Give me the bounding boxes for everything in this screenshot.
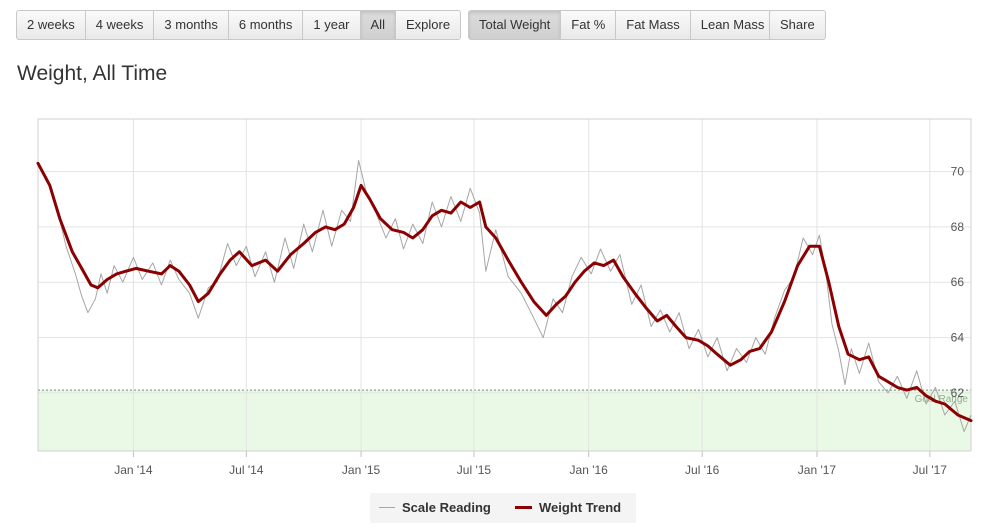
share-button[interactable]: Share [780, 17, 815, 32]
legend-item-weight-trend[interactable]: Weight Trend [515, 500, 621, 515]
y-tick-label: 70 [951, 165, 965, 179]
x-tick-label: Jul '15 [457, 463, 492, 477]
share-group: Share [769, 10, 826, 40]
x-tick-label: Jul '16 [685, 463, 720, 477]
range-button-explore[interactable]: Explore [405, 17, 451, 32]
x-tick-label: Jan '17 [798, 463, 837, 477]
metric-button-total-weight[interactable]: Total Weight [469, 11, 562, 39]
legend-label-weight-trend: Weight Trend [539, 500, 622, 515]
x-tick-label: Jan '15 [342, 463, 381, 477]
y-tick-label: 62 [951, 386, 965, 400]
legend-item-scale-reading[interactable]: Scale Reading [379, 500, 491, 515]
range-button-2-weeks[interactable]: 2 weeks [17, 11, 86, 39]
page-title: Weight, All Time [17, 62, 168, 85]
time-range-selector: 2 weeks 4 weeks 3 months 6 months 1 year All E… [16, 10, 462, 40]
y-tick-label: 68 [951, 220, 965, 234]
metric-button-lean-mass[interactable]: Lean Mass [700, 17, 765, 32]
x-tick-label: Jan '16 [570, 463, 609, 477]
range-button-3-months[interactable]: 3 months [154, 11, 229, 39]
legend-swatch-scale [379, 507, 395, 508]
legend-label-scale-reading: Scale Reading [402, 500, 491, 515]
metric-button-fat-pct[interactable]: Fat % [561, 11, 617, 39]
plot-border [37, 118, 972, 452]
range-button-all[interactable]: All [360, 11, 396, 39]
metric-selector: Total Weight Fat % Fat Mass Lean Mass [468, 10, 776, 40]
weight-chart: Goal Range Jan '14 Jul '14 Jan '15 Jul '15 Ja… [36, 118, 973, 477]
x-tick-label: Jul '17 [913, 463, 948, 477]
weight-trend-line [36, 161, 973, 423]
goal-range-band [38, 390, 971, 451]
x-tick-label: Jan '14 [114, 463, 153, 477]
y-tick-label: 64 [951, 331, 965, 345]
metric-button-fat-mass[interactable]: Fat Mass [616, 11, 691, 39]
goal-range-label: Goal Range [915, 394, 969, 405]
x-tick-label: Jul '14 [229, 463, 264, 477]
range-button-4-weeks[interactable]: 4 weeks [86, 11, 155, 39]
range-button-6-months[interactable]: 6 months [229, 11, 304, 39]
y-tick-label: 66 [951, 275, 965, 289]
range-button-1-year[interactable]: 1 year [303, 11, 361, 39]
chart-legend: Scale Reading Weight Trend [370, 493, 636, 523]
legend-swatch-trend [515, 506, 532, 509]
